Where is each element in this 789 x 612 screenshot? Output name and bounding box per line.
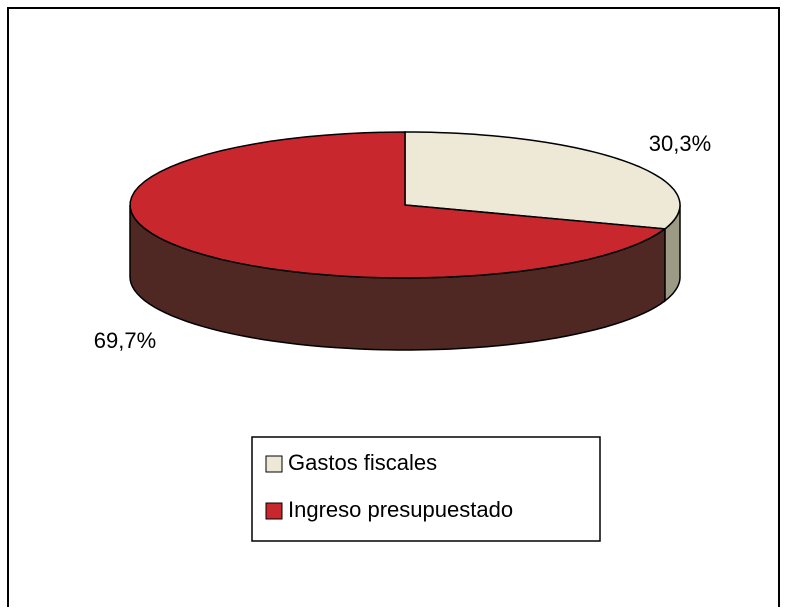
data-label: 30,3% <box>649 131 711 156</box>
legend-swatch <box>265 502 283 520</box>
pie-slice <box>404 131 681 230</box>
legend-label: Ingreso presupuestado <box>288 497 513 522</box>
legend-swatch <box>265 455 283 473</box>
legend-label: Gastos fiscales <box>288 450 437 475</box>
data-label: 69,7% <box>94 328 156 353</box>
pie-slice <box>129 131 668 279</box>
legend-box <box>251 436 601 542</box>
